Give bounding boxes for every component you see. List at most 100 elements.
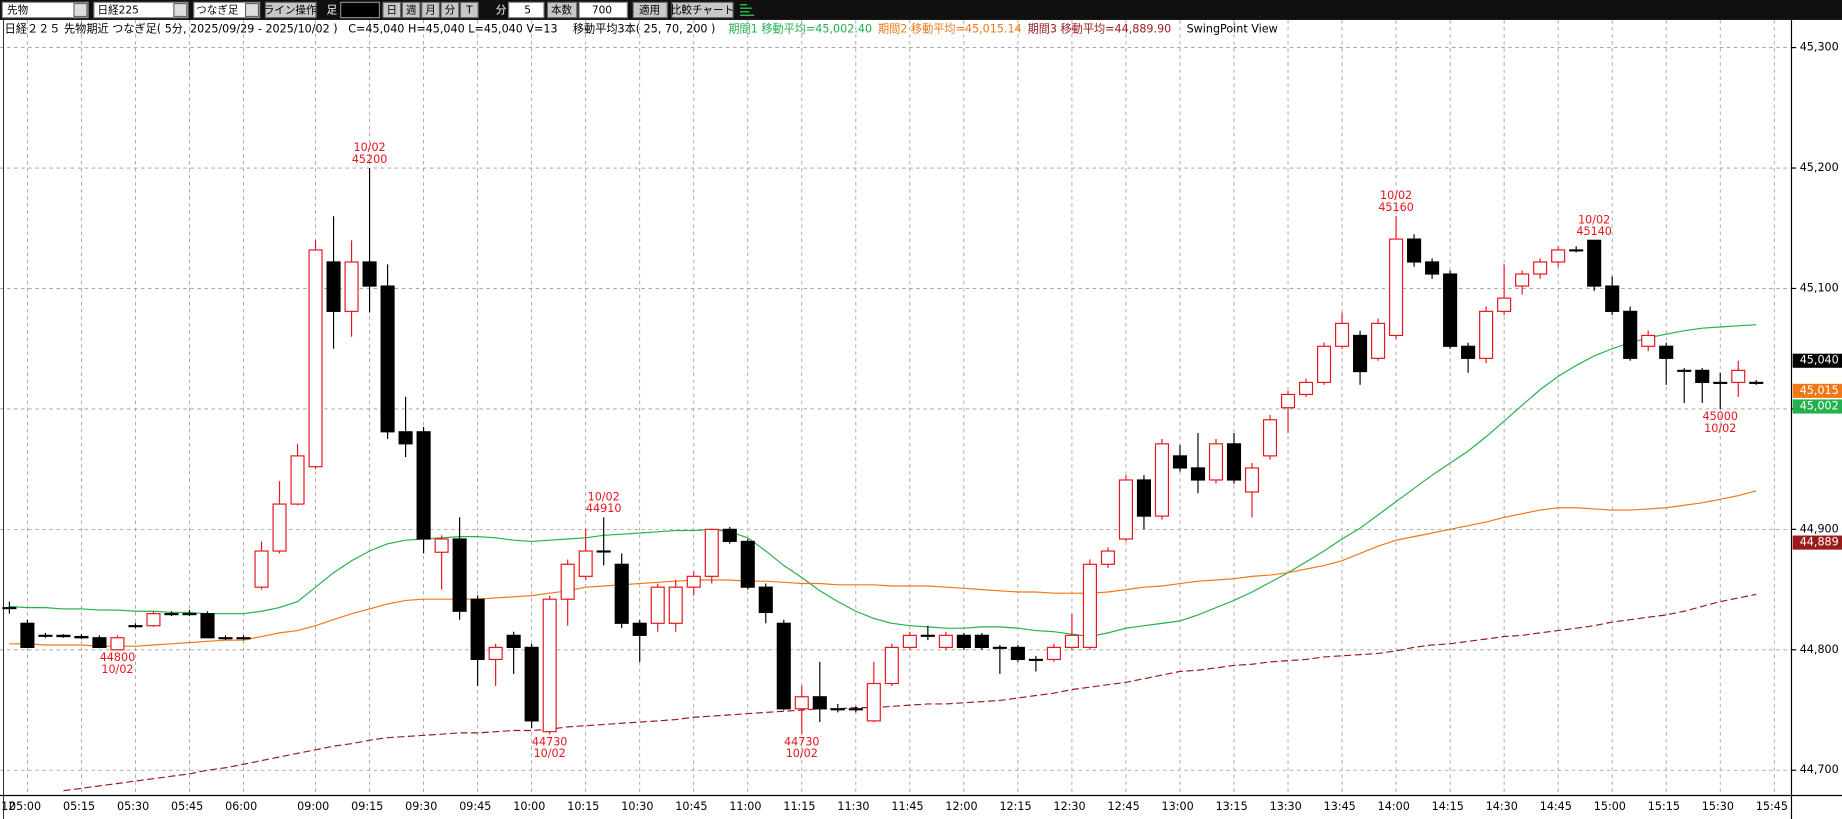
swing-price: 45200	[352, 153, 387, 166]
x-tick-label: 14:30	[1486, 800, 1518, 813]
candle-body	[1551, 249, 1566, 263]
candle-body	[1515, 273, 1530, 287]
x-tick-label: 05:45	[171, 800, 203, 813]
candle-body	[434, 538, 449, 553]
candle-body	[1605, 285, 1620, 312]
price-marker-label: 45,040	[1800, 354, 1839, 367]
candle-body	[1244, 467, 1260, 493]
bar-input[interactable]	[340, 1, 381, 19]
candle-body	[686, 575, 701, 588]
candle-body	[596, 550, 611, 553]
candle-body	[1713, 381, 1728, 384]
candle-body	[74, 635, 89, 639]
candle-body	[1569, 249, 1584, 252]
line-tool-button[interactable]	[264, 1, 317, 19]
candle-body	[1425, 261, 1440, 275]
candle-body	[1262, 419, 1278, 457]
x-tick-label: 10:15	[567, 800, 599, 813]
x-tick-label: 11:30	[837, 800, 869, 813]
toolbar: 先物 日経225 つなぎ足 ライン操作 足 分 5 本数 700 適用 比較チャ…	[1, 1, 755, 19]
candle-body	[1641, 334, 1656, 347]
x-tick-label: 15:45	[1756, 800, 1788, 813]
candle-body	[1749, 381, 1764, 384]
candle-body	[416, 431, 431, 540]
candle-body	[1443, 273, 1458, 347]
swing-date: 10/02	[786, 747, 818, 760]
candle-body	[254, 550, 269, 588]
candle-body	[1371, 322, 1386, 359]
candle-body	[1731, 369, 1746, 384]
candle-body	[398, 431, 413, 445]
candle-body	[218, 637, 233, 640]
compare-button[interactable]	[671, 1, 734, 19]
apply-button[interactable]	[632, 1, 668, 19]
period-button[interactable]	[382, 1, 402, 19]
ma-legend: 期間3 移動平均=44,889.90	[1028, 21, 1172, 35]
count-text: 700	[592, 5, 612, 17]
period-button[interactable]	[459, 1, 479, 19]
x-tick-label: 05:15	[63, 800, 95, 813]
candle-body	[956, 634, 971, 648]
ohlcv: C=45,040 H=45,040 L=45,040 V=13	[348, 22, 557, 35]
candle-body	[866, 682, 881, 722]
x-tick-label: 11:00	[729, 800, 761, 813]
x-tick-label: 15:00	[1594, 800, 1626, 813]
candle-body	[1226, 443, 1242, 481]
info-line: 日経２２５ 先物期近 つなぎ足( 5分, 2025/09/29 - 2025/1…	[5, 21, 1278, 35]
x-tick-label: 13:30	[1270, 800, 1302, 813]
x-tick-label: 05:30	[117, 800, 149, 813]
x-tick-label: 14:45	[1540, 800, 1572, 813]
period-button[interactable]	[421, 1, 440, 19]
symbol-select[interactable]	[93, 1, 189, 19]
chart-kind-select[interactable]	[193, 1, 261, 19]
indicator-icon[interactable]	[740, 3, 755, 16]
x-tick-label: 10:30	[621, 800, 653, 813]
candle-body	[1335, 322, 1350, 347]
x-tick-label: 14:00	[1378, 800, 1410, 813]
x-tick-label: 13:00	[1162, 800, 1194, 813]
dropdown-button[interactable]	[173, 2, 188, 18]
x-tick-label: 15:30	[1702, 800, 1734, 813]
interval-text: 5	[524, 5, 531, 17]
period-button[interactable]	[401, 1, 421, 19]
y-tick-label: 45,300	[1800, 41, 1839, 54]
price-marker-label: 45,002	[1800, 400, 1839, 413]
chart-kind-text: つなぎ足	[196, 4, 239, 17]
moving-average-line	[63, 593, 1757, 792]
candle-body	[1064, 634, 1079, 648]
interval-input[interactable]	[508, 1, 545, 19]
symbol-select-text: 日経225	[98, 4, 139, 17]
candle-body	[182, 613, 197, 616]
dropdown-button[interactable]	[73, 2, 88, 18]
period-text: 週	[406, 5, 417, 17]
candle-body	[56, 634, 71, 638]
swing-price: 44910	[586, 502, 621, 515]
market-select[interactable]	[1, 1, 89, 19]
candle-body	[1136, 479, 1152, 517]
candle-body	[146, 613, 161, 627]
ma-legend: 期間2 移動平均=45,015.14	[878, 21, 1022, 35]
candle-body	[1461, 345, 1476, 359]
candle-body	[1154, 443, 1170, 517]
candle-body	[632, 622, 647, 636]
candle-body	[578, 550, 593, 577]
period-button[interactable]	[440, 1, 460, 19]
candle-body	[326, 261, 341, 312]
candle-body	[1118, 479, 1133, 540]
candle-body	[704, 528, 719, 577]
candle-body	[974, 634, 989, 648]
candle-body	[470, 598, 485, 661]
candle-body	[1190, 467, 1206, 481]
candle-body	[1316, 345, 1332, 384]
dropdown-button[interactable]	[244, 2, 260, 18]
candle-body	[20, 622, 35, 648]
candle-body	[1623, 310, 1638, 359]
swing-date: 10/02	[1380, 189, 1412, 202]
moving-average-line	[9, 324, 1757, 638]
x-tick-label: 06:00	[225, 800, 257, 813]
candle-body	[1389, 238, 1404, 337]
count-input[interactable]	[578, 1, 628, 19]
